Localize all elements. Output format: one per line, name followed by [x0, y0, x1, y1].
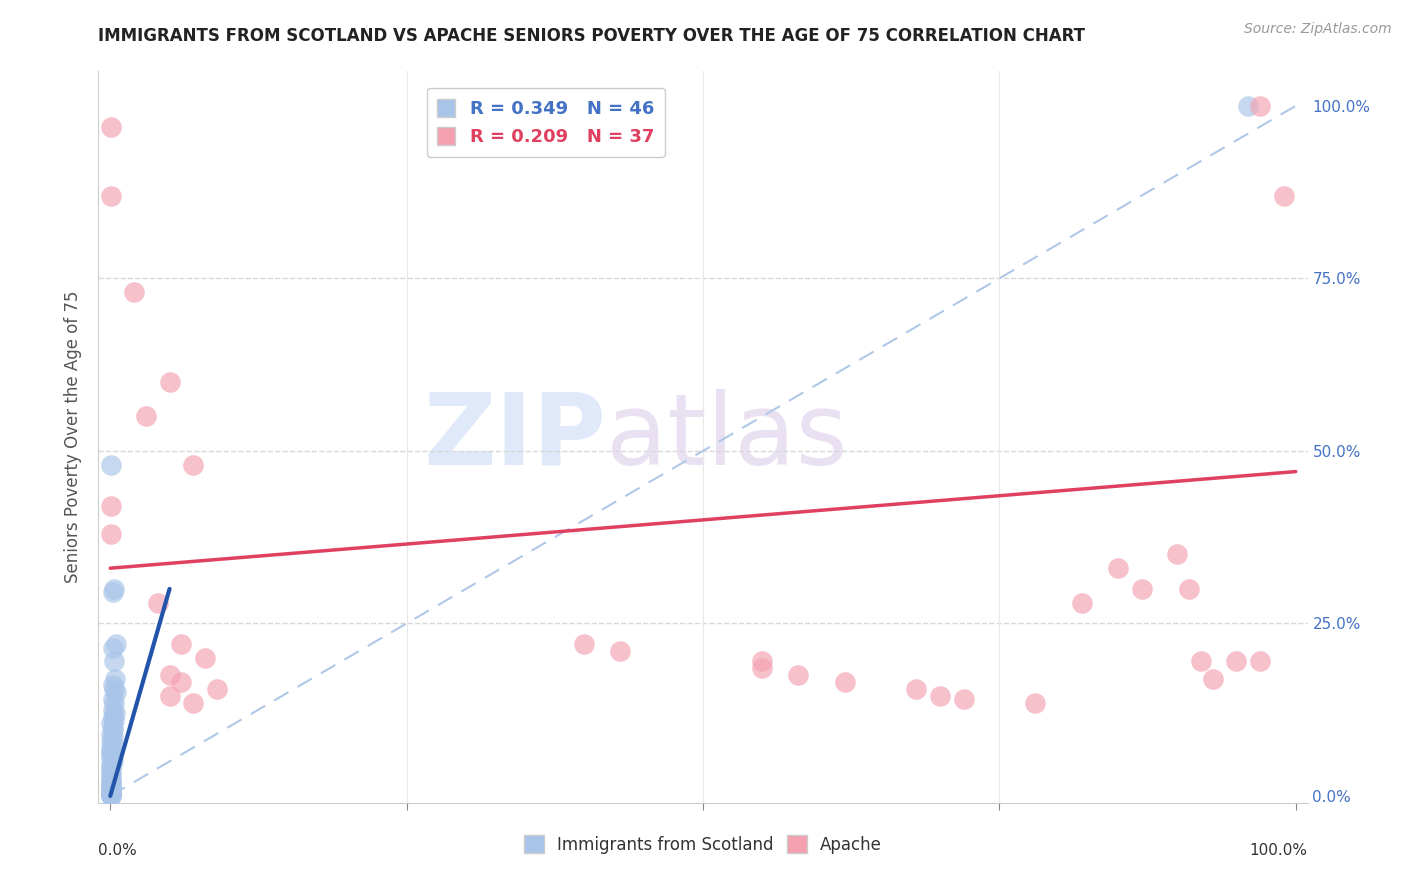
Point [100, 744, 122, 758]
Text: ZIP: ZIP [423, 389, 606, 485]
Point [100, 764, 122, 779]
Point [101, 640, 124, 655]
Point [101, 755, 124, 769]
Point [100, 768, 122, 782]
Point [101, 720, 124, 734]
Point [1130, 582, 1153, 596]
Point [105, 685, 128, 699]
Text: IMMIGRANTS FROM SCOTLAND VS APACHE SENIORS POVERTY OVER THE AGE OF 75 CORRELATIO: IMMIGRANTS FROM SCOTLAND VS APACHE SENIO… [98, 27, 1085, 45]
Point [929, 689, 952, 703]
Point [100, 499, 122, 513]
Text: 100.0%: 100.0% [1250, 843, 1308, 858]
Point [1107, 561, 1129, 575]
Point [751, 654, 773, 668]
Point [100, 733, 122, 747]
Point [100, 120, 122, 134]
Point [205, 681, 228, 696]
Point [100, 782, 122, 797]
Point [194, 651, 217, 665]
Point [159, 375, 181, 389]
Point [1071, 596, 1094, 610]
Point [100, 727, 122, 741]
Point [101, 731, 124, 745]
Point [100, 789, 122, 803]
Point [1202, 672, 1225, 686]
Point [181, 458, 204, 472]
Point [103, 713, 125, 727]
Point [135, 409, 157, 424]
Point [105, 637, 128, 651]
Point [100, 786, 122, 800]
Point [101, 678, 124, 692]
Text: 0.0%: 0.0% [98, 843, 138, 858]
Point [574, 637, 596, 651]
Point [100, 780, 122, 795]
Point [159, 668, 181, 682]
Point [834, 675, 856, 690]
Point [181, 696, 204, 710]
Point [1249, 654, 1271, 668]
Point [100, 751, 122, 765]
Point [122, 285, 145, 300]
Point [100, 526, 122, 541]
Point [101, 709, 124, 723]
Text: atlas: atlas [606, 389, 848, 485]
Point [101, 737, 124, 751]
Y-axis label: Seniors Poverty Over the Age of 75: Seniors Poverty Over the Age of 75 [65, 291, 83, 583]
Point [1272, 188, 1295, 202]
Point [100, 775, 122, 789]
Point [952, 692, 974, 706]
Point [103, 654, 125, 668]
Point [146, 596, 169, 610]
Point [100, 458, 122, 472]
Legend: Immigrants from Scotland, Apache: Immigrants from Scotland, Apache [517, 829, 889, 860]
Point [1166, 548, 1188, 562]
Point [100, 747, 122, 762]
Point [170, 675, 193, 690]
Point [104, 706, 127, 720]
Point [100, 787, 122, 801]
Point [100, 761, 122, 775]
Point [100, 788, 122, 802]
Point [159, 689, 181, 703]
Point [100, 783, 122, 797]
Point [103, 582, 125, 596]
Point [609, 644, 631, 658]
Point [751, 661, 773, 675]
Text: Source: ZipAtlas.com: Source: ZipAtlas.com [1244, 22, 1392, 37]
Point [905, 681, 928, 696]
Point [101, 723, 124, 738]
Point [100, 788, 122, 802]
Point [100, 188, 122, 202]
Point [103, 696, 125, 710]
Point [101, 585, 124, 599]
Point [100, 740, 122, 755]
Point [100, 785, 122, 799]
Point [103, 681, 125, 696]
Point [101, 692, 124, 706]
Point [1189, 654, 1212, 668]
Point [100, 772, 122, 786]
Point [101, 703, 124, 717]
Point [1024, 696, 1046, 710]
Point [786, 668, 808, 682]
Point [100, 757, 122, 772]
Point [104, 672, 127, 686]
Point [170, 637, 193, 651]
Point [100, 779, 122, 793]
Point [100, 716, 122, 731]
Point [1237, 99, 1260, 113]
Point [1178, 582, 1201, 596]
Point [1249, 99, 1271, 113]
Point [100, 776, 122, 790]
Point [1225, 654, 1247, 668]
